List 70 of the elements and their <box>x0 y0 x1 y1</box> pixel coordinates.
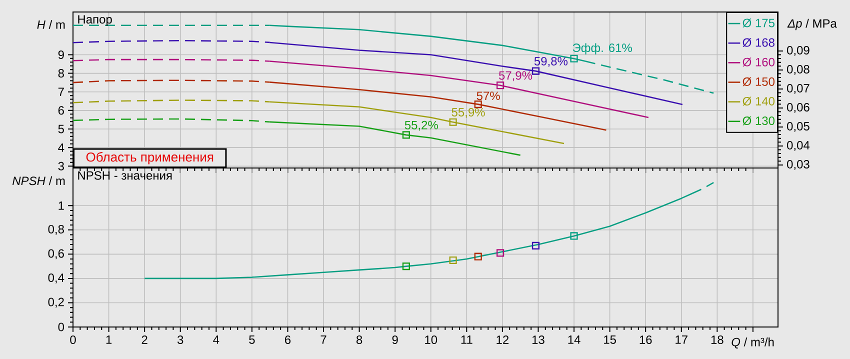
chart-title: Напор <box>78 15 112 26</box>
y-tick-label: 0,8 <box>48 224 64 235</box>
point <box>402 262 410 270</box>
y-tick-label: 4 <box>58 143 64 152</box>
annotation: 55,2% <box>404 120 438 131</box>
point <box>474 100 482 108</box>
legend-label: Ø 168 <box>742 38 774 47</box>
y-tick-label: 0,4 <box>48 273 64 284</box>
y-tick-label: 0,6 <box>48 249 64 260</box>
point <box>532 67 540 75</box>
point <box>496 249 504 257</box>
point <box>570 232 578 240</box>
annotation: 59,8% <box>534 56 568 67</box>
y-tick-label: 7 <box>58 88 64 96</box>
annotation: 57,9% <box>498 71 532 82</box>
y2-tick-label: 0,04 <box>787 141 810 151</box>
y-tick-label: 8 <box>58 69 64 78</box>
x-tick-label: 1 <box>106 336 112 344</box>
y-tick-label: 6 <box>58 106 64 115</box>
x-tick-label: 0 <box>70 336 76 344</box>
annotation: Область применения <box>86 152 214 164</box>
y-axis-title: H / m <box>37 20 65 29</box>
x-tick-label: 8 <box>356 336 362 344</box>
point <box>570 54 578 62</box>
point <box>496 82 504 90</box>
y-tick-label: 0 <box>58 322 64 332</box>
legend-label: Ø 175 <box>742 18 774 28</box>
y2-axis-title: Δp / MPa <box>787 18 837 30</box>
x-tick-label: 10 <box>425 336 438 344</box>
y-tick-label: 5 <box>58 124 64 134</box>
point <box>532 242 540 250</box>
x-tick-label: 16 <box>640 336 652 344</box>
x-tick-label: 6 <box>284 336 291 344</box>
y2-tick-label: 0,08 <box>787 65 810 75</box>
y2-tick-label: 0,07 <box>787 84 810 94</box>
chart-title: NPSH - значения <box>78 171 172 180</box>
y-axis-title: NPSH / m <box>12 176 65 186</box>
point <box>402 131 410 139</box>
legend-label: Ø 150 <box>742 77 775 86</box>
annotation: Эфф. 61% <box>572 43 632 54</box>
x-tick-label: 7 <box>320 336 326 344</box>
y2-tick-label: 0,06 <box>787 103 810 113</box>
point <box>449 256 457 264</box>
y2-tick-label: 0,03 <box>787 160 810 170</box>
point <box>449 118 457 126</box>
y2-tick-label: 0,09 <box>787 46 810 56</box>
x-tick-label: 2 <box>142 336 148 344</box>
x-tick-label: 13 <box>532 336 544 344</box>
x-tick-label: 14 <box>568 336 580 344</box>
x-tick-label: 11 <box>461 336 472 344</box>
x-tick-label: 4 <box>213 336 220 344</box>
point <box>474 252 482 260</box>
x-tick-label: 18 <box>711 336 724 344</box>
legend-label: Ø 140 <box>742 96 775 106</box>
x-tick-label: 12 <box>496 336 509 344</box>
y2-tick-label: 0,05 <box>787 122 810 132</box>
annotation: 55,9% <box>452 108 485 118</box>
x-axis-title: Q / m³/h <box>732 338 774 348</box>
x-tick-label: 5 <box>249 336 255 344</box>
x-tick-label: 17 <box>676 336 688 344</box>
y-tick-label: 0,2 <box>48 298 64 308</box>
x-tick-label: 9 <box>392 336 398 344</box>
x-tick-label: 3 <box>177 336 184 344</box>
annotation: 57% <box>476 92 500 100</box>
legend-label: Ø 160 <box>742 58 775 67</box>
x-tick-label: 15 <box>604 336 616 344</box>
y-tick-label: 1 <box>58 202 64 210</box>
legend-label: Ø 130 <box>742 116 775 126</box>
y-tick-label: 3 <box>58 162 64 170</box>
y-tick-label: 9 <box>58 50 64 59</box>
